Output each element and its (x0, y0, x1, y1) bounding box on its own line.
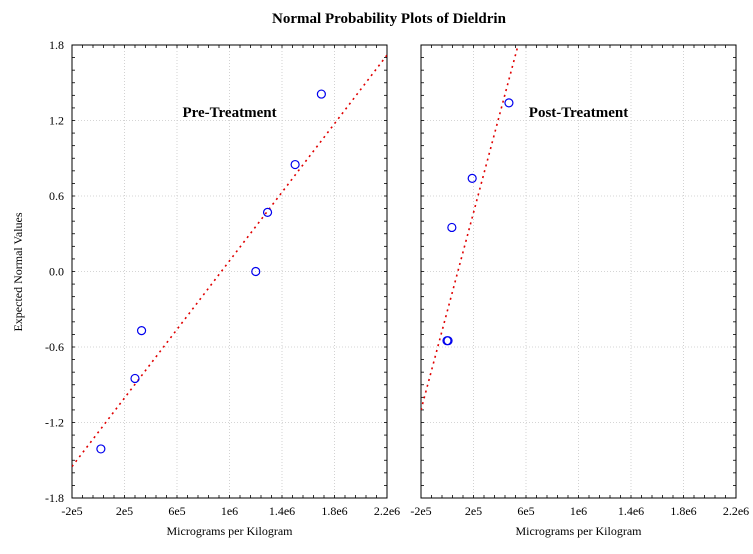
x-tick-label: 2.2e6 (723, 504, 749, 518)
y-tick-label: 1.8 (49, 38, 64, 52)
data-point (136, 326, 147, 336)
data-point (467, 173, 477, 183)
y-tick-label: 0.0 (49, 265, 64, 279)
y-tick-label: -0.6 (45, 340, 64, 354)
x-tick-label: 2e5 (465, 504, 482, 518)
data-point (443, 336, 453, 346)
data-point (96, 444, 106, 454)
data-point (251, 266, 261, 277)
panel-label: Post-Treatment (529, 105, 628, 121)
grid-lines (72, 45, 387, 498)
x-tick-label: 2e5 (116, 504, 133, 518)
data-point (447, 222, 457, 233)
x-tick-label: 6e5 (517, 504, 534, 518)
grid-lines (421, 45, 736, 498)
y-tick-label: 0.6 (49, 189, 64, 203)
y-tick-label: 1.2 (49, 114, 64, 128)
x-tick-label: 1e6 (221, 504, 238, 518)
x-tick-label: -2e5 (61, 504, 82, 518)
plot-frame (71, 44, 388, 499)
panel-label: Pre-Treatment (182, 105, 276, 121)
panel-pre-treatment: -2e5 2e5 6e5 1e6 1.4e6 1.8e6 2.2e6 -1.8 -1.2 -0.6… (45, 38, 400, 538)
data-point (262, 207, 273, 217)
data-point (316, 89, 326, 99)
data-point (504, 98, 514, 108)
x-tick-label: 2.2e6 (374, 504, 400, 518)
y-tick-label: -1.2 (45, 416, 64, 430)
y-tick-label: -1.8 (45, 491, 64, 505)
data-point (290, 159, 300, 170)
x-tick-label: 1e6 (570, 504, 587, 518)
chart-title: Normal Probability Plots of Dieldrin (272, 11, 507, 27)
x-tick-label: -2e5 (410, 504, 431, 518)
x-tick-label: 1.8e6 (321, 504, 347, 518)
plot-frame (420, 44, 737, 499)
x-tick-label: 6e5 (168, 504, 185, 518)
y-axis-label: Expected Normal Values (11, 212, 25, 331)
x-tick-label: 1.4e6 (618, 504, 644, 518)
fit-line (72, 54, 387, 468)
panel-post-treatment: -2e5 2e5 6e5 1e6 1.4e6 1.8e6 2.2e6 Micrograms p… (410, 44, 749, 538)
x-tick-label: 1.8e6 (670, 504, 696, 518)
x-axis-label: Micrograms per Kilogram (167, 524, 294, 538)
x-tick-label: 1.4e6 (269, 504, 295, 518)
data-point (130, 373, 140, 384)
x-axis-label: Micrograms per Kilogram (516, 524, 643, 538)
fit-line (421, 45, 519, 411)
